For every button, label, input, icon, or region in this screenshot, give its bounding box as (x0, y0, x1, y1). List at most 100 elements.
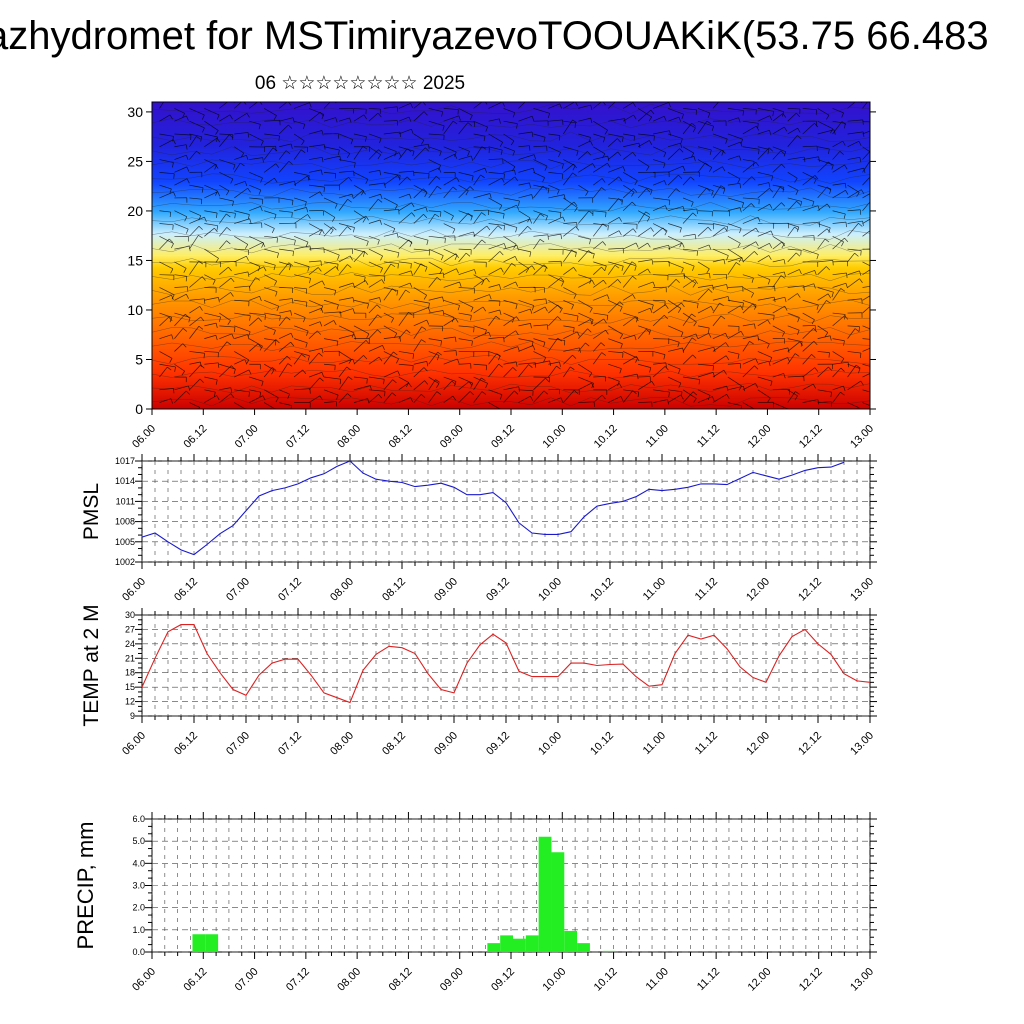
x-tick-label: 08.00 (335, 966, 363, 994)
y-tick-label: 1017 (115, 456, 135, 466)
pmsl-series-line (141, 460, 845, 556)
x-tick-label: 09.00 (438, 966, 466, 994)
x-tick-label: 06.00 (120, 576, 148, 604)
x-tick-label: 08.00 (328, 576, 356, 604)
temperature-field (152, 102, 870, 409)
x-tick-label: 06.12 (172, 730, 200, 758)
y-tick-label: 20 (127, 203, 143, 219)
y-tick-label: 10 (127, 302, 143, 318)
precip-bar (577, 943, 590, 952)
x-tick-label: 06.12 (181, 423, 209, 451)
precip-bar (500, 935, 513, 952)
x-tick-label: 08.12 (387, 966, 415, 994)
y-axis-label: TEMP at 2 M (80, 604, 103, 726)
x-tick-label: 08.12 (380, 730, 408, 758)
y-tick-label: 1011 (116, 496, 135, 506)
x-tick-label: 07.12 (284, 966, 312, 994)
x-tick-label: 08.12 (380, 576, 408, 604)
wind-barbs (152, 102, 870, 409)
y-tick-label: 12 (125, 697, 135, 707)
y-tick-label: 3.0 (132, 881, 145, 891)
y-tick-label: 1002 (115, 557, 135, 567)
x-tick-label: 09.00 (432, 576, 460, 604)
x-tick-label: 12.00 (746, 966, 774, 994)
y-tick-label: 15 (125, 682, 135, 692)
x-tick-label: 13.00 (848, 730, 876, 758)
y-tick-label: 15 (127, 252, 143, 268)
x-tick-label: 12.12 (797, 423, 825, 451)
x-tick-label: 07.00 (224, 576, 252, 604)
x-tick-label: 09.00 (438, 423, 466, 451)
x-tick-label: 08.12 (387, 423, 415, 451)
x-tick-label: 10.00 (536, 576, 564, 604)
precip-bar (487, 943, 501, 952)
y-tick-label: 27 (125, 624, 135, 634)
precip-bar (525, 935, 539, 952)
y-tick-label: 24 (125, 639, 135, 649)
x-tick-label: 06.00 (130, 423, 158, 451)
x-tick-label: 06.12 (172, 576, 200, 604)
precip-bar (538, 836, 552, 952)
panel-frame (141, 460, 871, 563)
y-tick-label: 0.0 (132, 947, 145, 957)
x-tick-label: 12.00 (744, 576, 772, 604)
x-tick-label: 07.00 (233, 423, 261, 451)
y-tick-label: 5.0 (132, 836, 145, 846)
x-tick-label: 11.00 (641, 576, 668, 603)
x-tick-label: 12.00 (746, 423, 774, 451)
y-tick-label: 25 (127, 153, 143, 169)
x-tick-label: 11.12 (693, 576, 720, 603)
precip-bar (564, 930, 578, 952)
y-tick-label: 1.0 (132, 925, 145, 935)
x-tick-label: 10.12 (592, 966, 620, 994)
x-tick-label: 11.00 (641, 730, 668, 757)
precip-bar (205, 934, 219, 952)
x-tick-label: 12.12 (797, 966, 825, 994)
y-tick-label: 21 (125, 653, 135, 663)
x-tick-label: 12.00 (744, 730, 772, 758)
panel-frame (141, 614, 871, 717)
temp-series-line (141, 624, 871, 704)
precip-bar (846, 951, 860, 952)
x-tick-label: 07.12 (276, 576, 304, 604)
x-tick-label: 07.00 (224, 730, 252, 758)
y-axis-label: PMSL (80, 483, 103, 540)
y-tick-label: 9 (130, 711, 135, 721)
x-tick-label: 09.12 (484, 576, 512, 604)
x-tick-label: 10.12 (588, 576, 616, 604)
precip-bar (192, 934, 206, 952)
x-tick-label: 08.00 (335, 423, 363, 451)
y-tick-label: 18 (125, 668, 135, 678)
y-tick-label: 1014 (115, 476, 135, 486)
precip-bar (513, 938, 526, 952)
x-tick-label: 10.00 (540, 423, 568, 451)
y-tick-label: 4.0 (132, 858, 145, 868)
y-tick-label: 2.0 (132, 903, 145, 913)
precip-bar (551, 852, 565, 952)
y-tick-label: 1005 (115, 537, 135, 547)
x-tick-label: 12.12 (796, 730, 824, 758)
x-tick-label: 10.12 (588, 730, 616, 758)
x-tick-label: 06.00 (130, 966, 158, 994)
x-tick-label: 07.00 (233, 966, 261, 994)
chart-title: azhydromet for MSTimiryazevoTOOUAKiK(53.… (0, 14, 989, 58)
chart-subtitle: 06 ☆☆☆☆☆☆☆☆ 2025 (254, 73, 466, 94)
x-tick-label: 11.12 (693, 730, 720, 757)
y-tick-label: 6.0 (132, 814, 145, 824)
y-tick-label: 30 (127, 104, 143, 120)
x-tick-label: 09.12 (484, 730, 512, 758)
y-tick-label: 0 (135, 401, 143, 417)
y-tick-label: 1008 (115, 517, 135, 527)
x-tick-label: 10.00 (536, 730, 564, 758)
y-tick-label: 30 (125, 610, 135, 620)
y-axis-label: PRECIP, mm (73, 822, 98, 950)
x-tick-label: 11.12 (695, 423, 722, 450)
x-tick-label: 06.00 (120, 730, 148, 758)
x-tick-label: 10.00 (540, 966, 568, 994)
x-tick-label: 11.12 (695, 966, 722, 993)
x-tick-label: 11.00 (644, 966, 671, 993)
precip-bar (602, 950, 616, 952)
x-tick-label: 13.00 (848, 423, 876, 451)
x-tick-label: 07.12 (284, 423, 312, 451)
